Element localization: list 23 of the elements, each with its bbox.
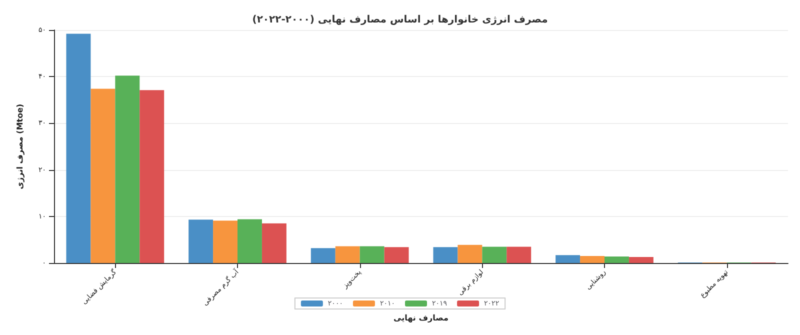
bar xyxy=(188,220,214,264)
bar xyxy=(238,219,262,264)
bar xyxy=(140,90,164,264)
bar xyxy=(115,76,140,264)
y-axis-title: مصرف انرژی (Mtoe) xyxy=(16,104,24,190)
bar xyxy=(628,256,654,264)
chart-title: مصرف انرژی خانوارها بر اساس مصارف نهایی (۲۰۰۰-۲۰۲۲) xyxy=(252,14,548,26)
bar xyxy=(384,247,409,264)
bar xyxy=(482,246,507,264)
bar xyxy=(360,246,384,264)
x-axis-title: مصارف نهایی xyxy=(394,314,448,322)
bar xyxy=(433,247,458,264)
bar xyxy=(310,248,336,264)
bar xyxy=(556,255,580,264)
bar xyxy=(90,88,116,264)
bar xyxy=(335,246,360,264)
bar xyxy=(580,256,604,264)
bar xyxy=(506,246,532,264)
bar xyxy=(262,223,286,264)
bar xyxy=(213,220,238,264)
bar xyxy=(604,256,629,264)
bar xyxy=(458,244,482,264)
bar xyxy=(66,34,91,264)
